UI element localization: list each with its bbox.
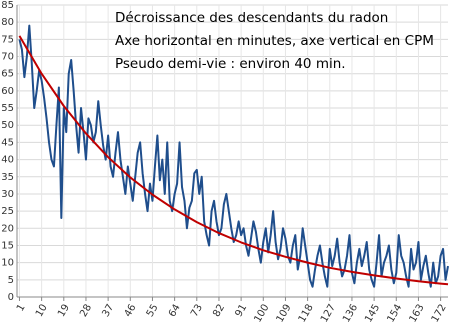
x-tick-label: 28	[78, 303, 94, 320]
y-tick-label: 45	[1, 137, 14, 148]
x-tick-label: 127	[319, 303, 338, 325]
y-tick-label: 85	[1, 0, 14, 11]
y-tick-label: 75	[1, 34, 14, 45]
x-tick-label: 136	[341, 303, 360, 325]
y-tick-label: 5	[8, 275, 14, 286]
y-tick-label: 50	[1, 120, 14, 131]
series-line	[18, 24, 449, 288]
x-tick-label: 145	[363, 303, 382, 325]
y-tick-label: 20	[1, 223, 14, 234]
y-tick-label: 25	[1, 206, 14, 217]
x-tick-label: 163	[408, 303, 427, 325]
x-tick-label: 19	[56, 303, 72, 320]
y-tick-label: 10	[1, 258, 14, 269]
y-tick-label: 35	[1, 172, 14, 183]
y-tick-label: 60	[1, 86, 14, 97]
x-tick-label: 109	[275, 303, 294, 325]
x-tick-label: 37	[100, 303, 116, 320]
y-tick-label: 65	[1, 69, 14, 80]
x-tick-label: 10	[34, 303, 50, 320]
y-tick-label: 40	[1, 155, 14, 166]
x-tick-label: 64	[167, 303, 183, 320]
x-tick-label: 118	[297, 303, 316, 325]
annotation: Axe horizontal en minutes, axe vertical …	[115, 33, 434, 49]
annotation: Décroissance des descendants du radon	[115, 10, 388, 26]
annotation: Pseudo demi-vie : environ 40 min.	[115, 56, 346, 72]
y-tick-label: 70	[1, 52, 14, 63]
series-line	[18, 35, 449, 286]
x-tick-label: 46	[123, 303, 139, 320]
x-tick-label: 154	[385, 303, 404, 325]
y-tick-label: 30	[1, 189, 14, 200]
y-tick-label: 15	[1, 240, 14, 251]
y-tick-label: 80	[1, 17, 14, 28]
y-tick-label: 0	[8, 292, 14, 303]
x-tick-label: 91	[233, 303, 249, 320]
x-tick-label: 55	[145, 303, 161, 320]
x-tick-label: 1	[15, 303, 28, 314]
x-tick-label: 82	[211, 303, 227, 320]
y-tick-label: 55	[1, 103, 14, 114]
x-tick-label: 172	[430, 303, 449, 325]
x-tick-label: 100	[252, 303, 271, 325]
x-tick-label: 73	[189, 303, 205, 320]
